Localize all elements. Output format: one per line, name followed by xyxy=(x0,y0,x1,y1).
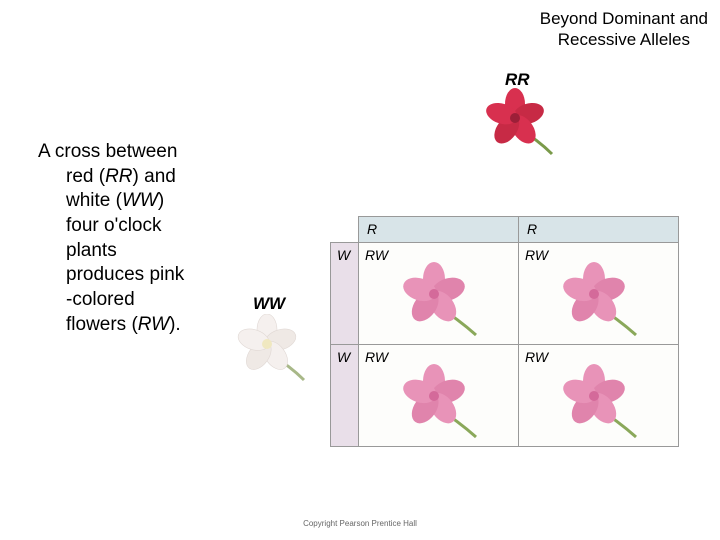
heading-line2: Recessive Alleles xyxy=(540,29,708,50)
text-line-7: -colored xyxy=(66,288,268,313)
punnett-row-header-1: W xyxy=(331,243,359,345)
punnett-cell-label: RW xyxy=(365,349,388,365)
punnett-cell-label: RW xyxy=(525,247,548,263)
punnett-cell-2-2: RW xyxy=(519,345,679,447)
punnett-row-header-2: W xyxy=(331,345,359,447)
pink-flower-icon xyxy=(394,363,489,441)
heading-line1: Beyond Dominant and xyxy=(540,8,708,29)
pink-flower-icon xyxy=(394,261,489,339)
punnett-cell-1-2: RW xyxy=(519,243,679,345)
description-text: A cross between red (RR) and white (WW) … xyxy=(38,140,268,338)
punnett-col-header-2: R xyxy=(519,217,679,243)
rr-genotype-label: RR xyxy=(505,70,530,90)
punnett-square: R R W RW RW W RW RW xyxy=(330,216,679,447)
ww-genotype-label: WW xyxy=(253,294,285,314)
punnett-cell-label: RW xyxy=(525,349,548,365)
punnett-cell-label: RW xyxy=(365,247,388,263)
section-heading: Beyond Dominant and Recessive Alleles xyxy=(540,8,708,51)
text-line-2: red (RR) and xyxy=(66,165,268,190)
text-line-5: plants xyxy=(66,239,268,264)
punnett-cell-2-1: RW xyxy=(359,345,519,447)
text-line-6: produces pink xyxy=(66,263,268,288)
punnett-cell-1-1: RW xyxy=(359,243,519,345)
white-flower-icon xyxy=(232,314,317,384)
punnett-col-header-1: R xyxy=(359,217,519,243)
punnett-corner xyxy=(331,217,359,243)
copyright-text: Copyright Pearson Prentice Hall xyxy=(0,519,720,528)
pink-flower-icon xyxy=(554,261,649,339)
red-flower-icon xyxy=(480,88,565,158)
text-line-3: white (WW) xyxy=(66,189,268,214)
pink-flower-icon xyxy=(554,363,649,441)
text-line-1: A cross between xyxy=(38,140,268,165)
text-line-4: four o'clock xyxy=(66,214,268,239)
